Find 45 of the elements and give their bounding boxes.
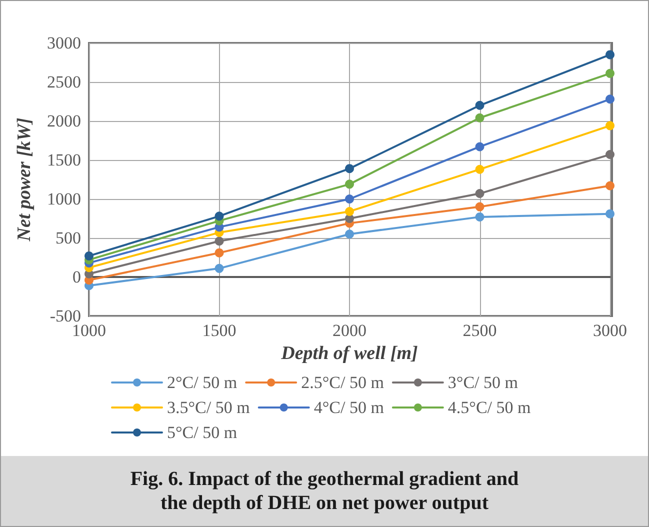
legend-label: 2.5°C/ 50 m	[301, 373, 384, 392]
legend-label: 2°C/ 50 m	[167, 373, 238, 392]
point	[214, 264, 224, 273]
point	[345, 180, 354, 189]
x-axis-title: Depth of well [m]	[280, 342, 418, 364]
point	[345, 164, 354, 174]
y-axis-title: Net power [kW]	[14, 118, 35, 242]
x-tick-label: 1500	[202, 321, 236, 340]
point	[214, 248, 224, 258]
point	[475, 164, 484, 174]
point	[606, 181, 614, 190]
point	[345, 194, 354, 204]
point	[214, 212, 224, 221]
y-tick-label: 2500	[47, 72, 81, 92]
point	[475, 100, 484, 110]
legend-label: 3°C/ 50 m	[448, 373, 518, 392]
point	[606, 50, 614, 60]
point	[475, 113, 484, 122]
point	[475, 142, 484, 152]
point	[345, 206, 354, 216]
y-tick-label: 3000	[47, 34, 81, 52]
point	[475, 212, 484, 222]
point	[606, 94, 614, 104]
y-tick-label: 500	[56, 228, 81, 248]
point	[475, 189, 484, 198]
legend-label: 5°C/ 50 m	[167, 423, 238, 442]
x-tick-label: 3000	[593, 321, 627, 340]
y-tick-label: 1500	[47, 150, 81, 170]
caption: Fig. 6. Impact of the geothermal gradient and the depth of DHE on net power output	[130, 467, 519, 515]
point	[345, 230, 354, 239]
point	[606, 68, 614, 78]
x-tick-label: 2500	[462, 321, 497, 340]
legend-label: 3.5°C/ 50 m	[167, 398, 250, 417]
y-tick-label: 2000	[47, 112, 81, 130]
point	[475, 202, 484, 212]
point	[606, 121, 614, 130]
y-tick-label: 1000	[47, 190, 81, 208]
point	[606, 209, 614, 218]
y-tick-label: 0	[72, 268, 81, 286]
legend-label: 4.5°C/ 50 m	[448, 398, 531, 417]
legend-label: 4°C/ 50 m	[314, 398, 384, 417]
point	[606, 150, 614, 160]
point	[214, 236, 224, 246]
x-tick-label: 2000	[332, 321, 366, 340]
point	[84, 251, 94, 260]
